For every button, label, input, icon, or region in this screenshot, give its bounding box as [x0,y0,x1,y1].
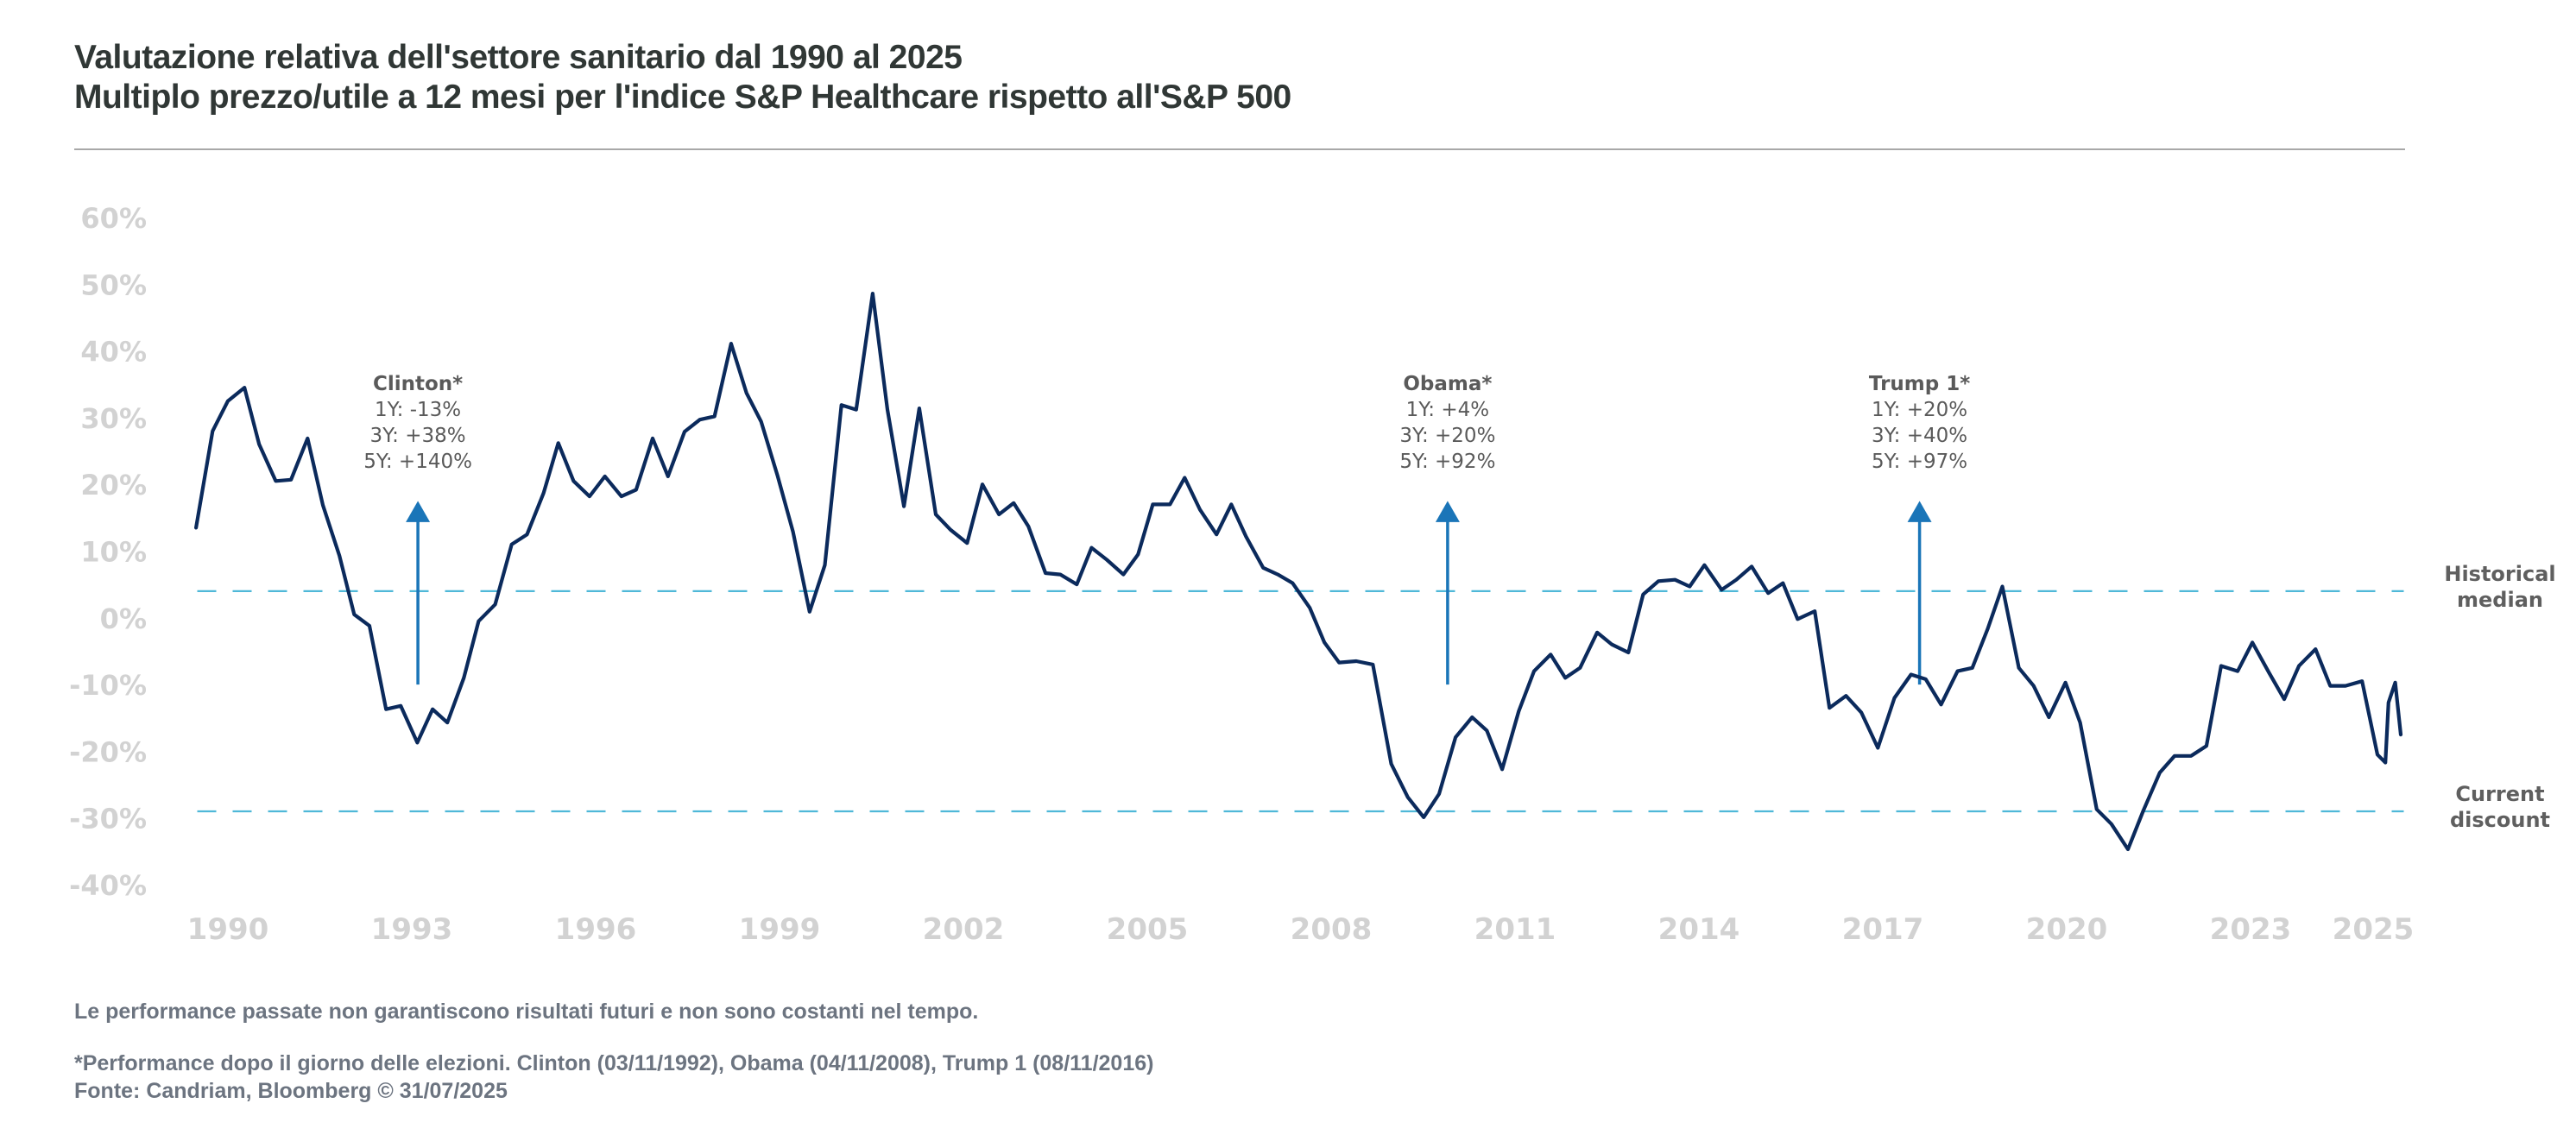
x-tick-label: 2002 [923,912,1005,947]
annotation-title: Trump 1* [1869,373,1970,395]
x-tick-label: 2025 [2333,912,2415,947]
title-divider [74,148,2405,150]
x-tick-label: 2014 [1658,912,1740,947]
x-tick-label: 2011 [1474,912,1556,947]
reference-label: discount [2450,808,2550,832]
y-tick-label: -20% [69,735,147,768]
x-tick-label: 1990 [187,912,269,947]
annotation-line: 5Y: +92% [1399,451,1495,473]
annotation-line: 1Y: +20% [1872,399,1967,421]
annotation-line: 5Y: +97% [1872,451,1967,473]
reference-label: median [2457,588,2543,612]
annotation-line: 3Y: +38% [370,425,466,447]
annotation-line: 3Y: +20% [1399,425,1495,447]
y-tick-label: -10% [69,669,147,702]
source: Fonte: Candriam, Bloomberg © 31/07/2025 [74,1079,508,1103]
footnote: *Performance dopo il giorno delle elezio… [74,1051,1154,1075]
series-line [194,292,2403,852]
x-axis: 1990 1993 1996 1999 2002 2005 2008 2011 2014 2017… [187,912,2415,947]
reference-label: Historical [2444,562,2555,586]
y-tick-label: 0% [100,602,147,635]
reference-label: Current [2455,782,2544,806]
x-tick-label: 1999 [739,912,821,947]
annotations: Clinton* 1Y: -13% 3Y: +38% 5Y: +140% Obama* 1… [363,373,1970,685]
chart-title: Valutazione relativa dell'settore sanita… [74,39,963,76]
y-tick-label: -40% [69,869,147,902]
x-tick-label: 2008 [1291,912,1373,947]
x-tick-label: 1993 [371,912,453,947]
annotation-title: Obama* [1403,373,1492,395]
y-tick-label: 10% [80,536,147,569]
chart-title-block: Valutazione relativa dell'settore sanita… [74,38,1291,117]
chart-subtitle: Multiplo prezzo/utile a 12 mesi per l'in… [74,79,1291,116]
x-tick-label: 2017 [1842,912,1924,947]
y-tick-label: 60% [80,202,147,235]
annotation-line: 3Y: +40% [1872,425,1967,447]
y-tick-label: 50% [80,268,147,301]
y-tick-label: 20% [80,469,147,501]
x-tick-label: 2023 [2210,912,2292,947]
y-tick-label: -30% [69,803,147,835]
annotation-line: 5Y: +140% [363,451,472,473]
annotation-line: 1Y: -13% [375,399,461,421]
annotation-line: 1Y: +4% [1406,399,1489,421]
x-tick-label: 1996 [555,912,637,947]
y-axis: 60% 50% 40% 30% 20% 10% 0% -10% -20% -30% -40% [69,202,147,902]
series-group [194,292,2403,852]
x-tick-label: 2020 [2026,912,2108,947]
y-tick-label: 30% [80,402,147,435]
x-tick-label: 2005 [1107,912,1189,947]
disclaimer: Le performance passate non garantiscono … [74,999,979,1024]
y-tick-label: 40% [80,336,147,369]
annotation-title: Clinton* [373,373,463,395]
